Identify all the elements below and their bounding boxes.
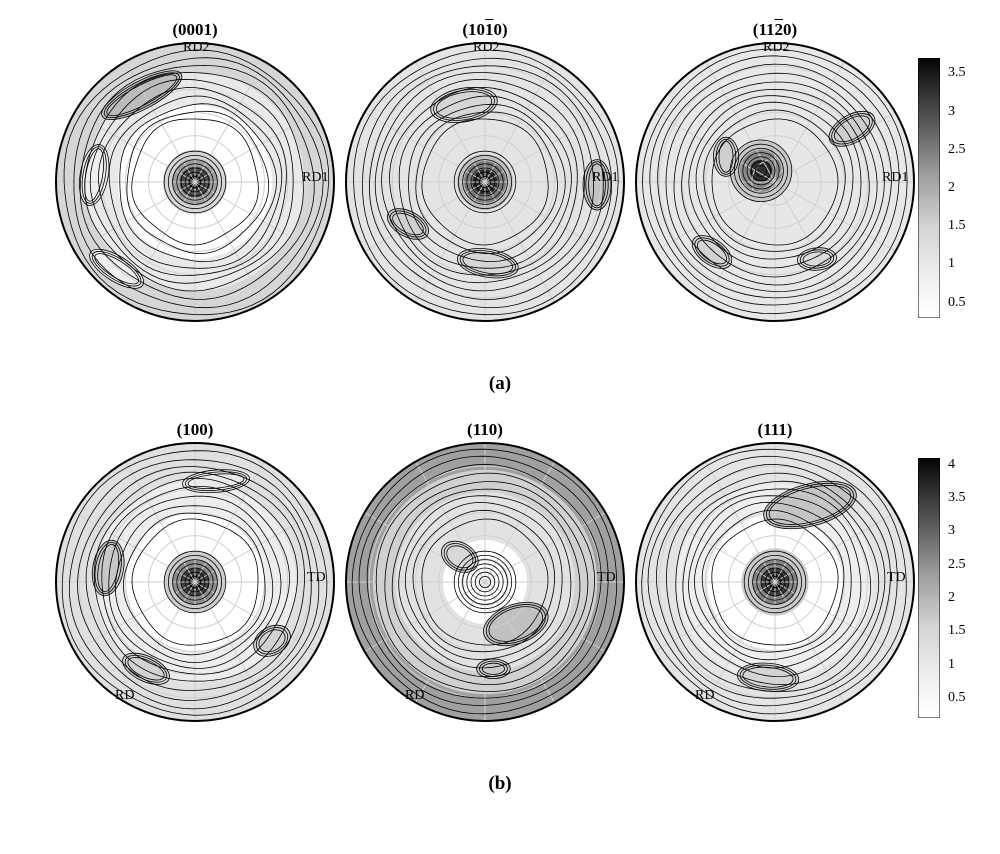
axis-rd2: RD2 (183, 40, 209, 56)
figure-root: (0001) RD2 RD1 (1010) RD2 RD1 (1120) RD2… (0, 20, 1000, 750)
plane-title: (110) (345, 420, 625, 440)
row-a: (0001) RD2 RD1 (1010) RD2 RD1 (1120) RD2… (0, 20, 1000, 350)
axis-rd: RD (405, 688, 424, 704)
axis-rd1: RD1 (302, 170, 328, 186)
axis-rd2: RD2 (473, 40, 499, 56)
axis-td: TD (597, 570, 616, 586)
colorbar-tick-label: 3 (948, 523, 955, 539)
panel-label-b: (b) (0, 773, 1000, 795)
axis-rd1: RD1 (592, 170, 618, 186)
pole-figure-svg (55, 42, 335, 322)
colorbar-tick-label: 2.5 (948, 557, 966, 573)
colorbar-tick-label: 2 (948, 590, 955, 606)
pole-figure-svg (635, 442, 915, 722)
pole-figure-svg (55, 442, 335, 722)
plane-title: (0001) (55, 20, 335, 40)
plane-title: (111) (635, 420, 915, 440)
row-b: (100) TD RD (110) TD RD (111) TD RD 0.5 1… (0, 420, 1000, 750)
colorbar-tick-label: 4 (948, 457, 955, 473)
plane-title: (100) (55, 420, 335, 440)
pole-figure-svg (635, 42, 915, 322)
axis-rd: RD (115, 688, 134, 704)
pole-figure-svg (345, 442, 625, 722)
colorbar-tick-label: 1.5 (948, 218, 966, 234)
colorbar-tick-label: 0.5 (948, 295, 966, 311)
axis-rd2: RD2 (763, 40, 789, 56)
colorbar-tick-label: 1 (948, 657, 955, 673)
axis-td: TD (887, 570, 906, 586)
plane-title: (1010) (345, 20, 625, 40)
panel-label-a: (a) (0, 373, 1000, 395)
pole-figure-svg (345, 42, 625, 322)
colorbar-a: 0.5 1 1.5 2 2.5 3 3.5 (918, 58, 980, 318)
colorbar-tick-label: 0.5 (948, 690, 966, 706)
colorbar-tick-label: 3 (948, 104, 955, 120)
plane-title: (1120) (635, 20, 915, 40)
colorbar-tick-label: 2.5 (948, 142, 966, 158)
axis-td: TD (307, 570, 326, 586)
colorbar-tick-label: 3.5 (948, 65, 966, 81)
axis-rd: RD (695, 688, 714, 704)
colorbar-tick-label: 3.5 (948, 490, 966, 506)
colorbar-tick-label: 2 (948, 180, 955, 196)
axis-rd1: RD1 (882, 170, 908, 186)
colorbar-b: 0.5 1 1.5 2 2.5 3 3.5 4 (918, 458, 980, 718)
colorbar-tick-label: 1 (948, 256, 955, 272)
colorbar-tick-label: 1.5 (948, 623, 966, 639)
